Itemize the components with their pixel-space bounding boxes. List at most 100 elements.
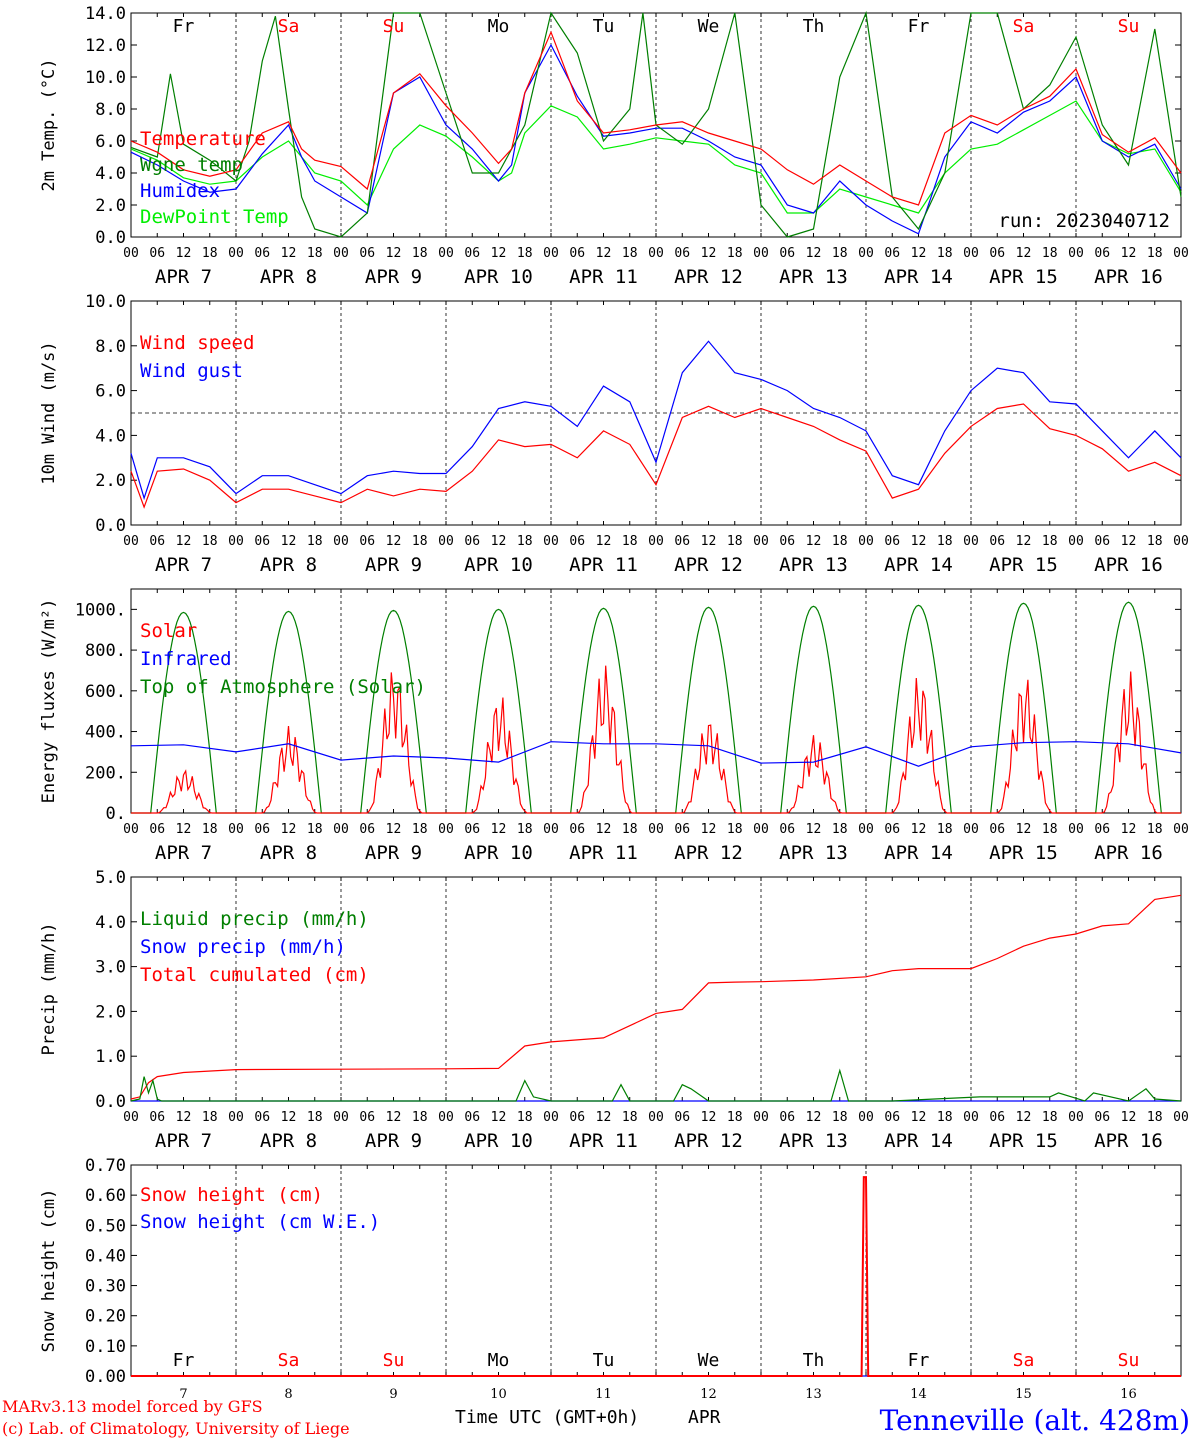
hour-tick-label: 00 bbox=[858, 1110, 874, 1125]
legend-entry: Snow precip (mm/h) bbox=[140, 936, 346, 958]
day-number-label: 14 bbox=[910, 1387, 927, 1402]
hour-tick-label: 00 bbox=[228, 534, 244, 549]
y-tick-label: 600. bbox=[85, 682, 126, 702]
series-line bbox=[130, 741, 1182, 767]
hour-tick-label: 12 bbox=[701, 534, 717, 549]
weekday-label: Th bbox=[803, 16, 825, 37]
hour-tick-label: 00 bbox=[438, 246, 454, 261]
hour-tick-label: 18 bbox=[1042, 246, 1058, 261]
hour-tick-label: 12 bbox=[1121, 246, 1137, 261]
hour-tick-label: 12 bbox=[176, 1110, 192, 1125]
day-number-label: 13 bbox=[805, 1387, 822, 1402]
hour-tick-label: 18 bbox=[622, 534, 638, 549]
hour-tick-label: 06 bbox=[254, 1110, 270, 1125]
hour-tick-label: 18 bbox=[1147, 1110, 1163, 1125]
hour-tick-label: 06 bbox=[674, 822, 690, 837]
hour-tick-label: 12 bbox=[386, 822, 402, 837]
hour-tick-label: 18 bbox=[832, 534, 848, 549]
day-label: APR 9 bbox=[365, 266, 422, 288]
y-tick-label: 4.0 bbox=[95, 913, 126, 933]
weekday-label: Sa bbox=[278, 16, 300, 37]
hour-tick-label: 12 bbox=[281, 246, 297, 261]
hour-tick-label: 00 bbox=[648, 534, 664, 549]
legend-entry: Infrared bbox=[140, 648, 232, 670]
y-axis-title: 2m Temp. (°C) bbox=[39, 58, 59, 191]
hour-tick-label: 18 bbox=[832, 246, 848, 261]
hour-tick-label: 18 bbox=[202, 246, 218, 261]
hour-tick-label: 18 bbox=[202, 1110, 218, 1125]
hour-tick-label: 12 bbox=[1016, 822, 1032, 837]
hour-tick-label: 12 bbox=[1016, 246, 1032, 261]
hour-tick-label: 06 bbox=[464, 246, 480, 261]
legend-entry: Temperature bbox=[140, 128, 266, 150]
panel-wind: 0.0 2.0 4.0 6.0 8.0 10.0 10m Wind (m/s) Wind sp… bbox=[39, 292, 1189, 576]
day-label: APR 14 bbox=[884, 842, 953, 864]
weekday-label: Mo bbox=[488, 1350, 510, 1371]
hour-tick-label: 00 bbox=[543, 534, 559, 549]
y-tick-label: 12.0 bbox=[85, 36, 126, 56]
weekday-label: Su bbox=[1118, 16, 1140, 37]
day-label: APR 12 bbox=[674, 266, 743, 288]
hour-tick-label: 18 bbox=[307, 822, 323, 837]
hour-tick-label: 00 bbox=[648, 246, 664, 261]
hour-tick-label: 12 bbox=[176, 534, 192, 549]
hour-tick-label: 06 bbox=[674, 246, 690, 261]
hour-tick-label: 00 bbox=[333, 822, 349, 837]
hour-tick-label: 06 bbox=[569, 822, 585, 837]
hour-tick-label: 12 bbox=[491, 822, 507, 837]
y-tick-label: 0.50 bbox=[85, 1216, 126, 1236]
day-label: APR 11 bbox=[569, 266, 638, 288]
hour-tick-label: 00 bbox=[1173, 822, 1189, 837]
hour-tick-label: 18 bbox=[622, 822, 638, 837]
hour-tick-label: 06 bbox=[359, 534, 375, 549]
hour-tick-label: 00 bbox=[123, 246, 139, 261]
hour-tick-label: 12 bbox=[911, 822, 927, 837]
day-label: APR 14 bbox=[884, 1130, 953, 1152]
legend-entry: Wgne temp bbox=[140, 154, 243, 176]
hour-tick-label: 00 bbox=[1173, 246, 1189, 261]
hour-tick-label: 00 bbox=[543, 1110, 559, 1125]
y-tick-label: 0.20 bbox=[85, 1307, 126, 1327]
hour-tick-label: 00 bbox=[438, 822, 454, 837]
hour-tick-label: 06 bbox=[254, 822, 270, 837]
run-annotation: run: 2023040712 bbox=[998, 210, 1170, 232]
day-label: APR 7 bbox=[155, 554, 212, 576]
day-number-label: 7 bbox=[179, 1387, 187, 1402]
hour-tick-label: 06 bbox=[569, 246, 585, 261]
hour-tick-label: 06 bbox=[989, 1110, 1005, 1125]
legend-entry: Snow height (cm) bbox=[140, 1184, 323, 1206]
hour-tick-label: 12 bbox=[281, 1110, 297, 1125]
hour-tick-label: 00 bbox=[753, 534, 769, 549]
day-number-label: 16 bbox=[1120, 1387, 1137, 1402]
hour-tick-label: 18 bbox=[1042, 822, 1058, 837]
legend-entry: DewPoint Temp bbox=[140, 206, 289, 228]
y-tick-label: 4.0 bbox=[95, 426, 126, 446]
y-tick-label: 0.0 bbox=[95, 228, 126, 248]
hour-tick-label: 18 bbox=[727, 246, 743, 261]
series-line bbox=[130, 10, 1182, 238]
day-label: APR 10 bbox=[464, 554, 533, 576]
hour-tick-label: 12 bbox=[1121, 1110, 1137, 1125]
y-tick-label: 0.0 bbox=[95, 516, 126, 536]
hour-tick-label: 12 bbox=[281, 822, 297, 837]
hour-tick-label: 12 bbox=[701, 1110, 717, 1125]
hour-tick-label: 18 bbox=[1042, 534, 1058, 549]
hour-tick-label: 00 bbox=[1068, 246, 1084, 261]
panel-precip: 0.0 1.0 2.0 3.0 4.0 5.0 Precip (mm/h) Liquid pr… bbox=[39, 868, 1189, 1152]
day-label: APR 12 bbox=[674, 842, 743, 864]
time-axis-label: Time UTC (GMT+0h) bbox=[455, 1407, 639, 1428]
legend-entry: Wind speed bbox=[140, 332, 254, 354]
day-label: APR 12 bbox=[674, 554, 743, 576]
hour-tick-label: 18 bbox=[937, 1110, 953, 1125]
station-name: Tenneville (alt. 428m) bbox=[880, 1404, 1190, 1437]
hour-tick-label: 00 bbox=[858, 822, 874, 837]
hour-tick-label: 06 bbox=[884, 1110, 900, 1125]
hour-tick-label: 06 bbox=[674, 534, 690, 549]
day-label: APR 15 bbox=[989, 842, 1058, 864]
y-axis-title: Snow height (cm) bbox=[39, 1189, 59, 1353]
hour-tick-label: 12 bbox=[386, 246, 402, 261]
series-line bbox=[130, 403, 1182, 509]
day-label: APR 15 bbox=[989, 266, 1058, 288]
day-label: APR 14 bbox=[884, 266, 953, 288]
hour-tick-label: 18 bbox=[202, 822, 218, 837]
